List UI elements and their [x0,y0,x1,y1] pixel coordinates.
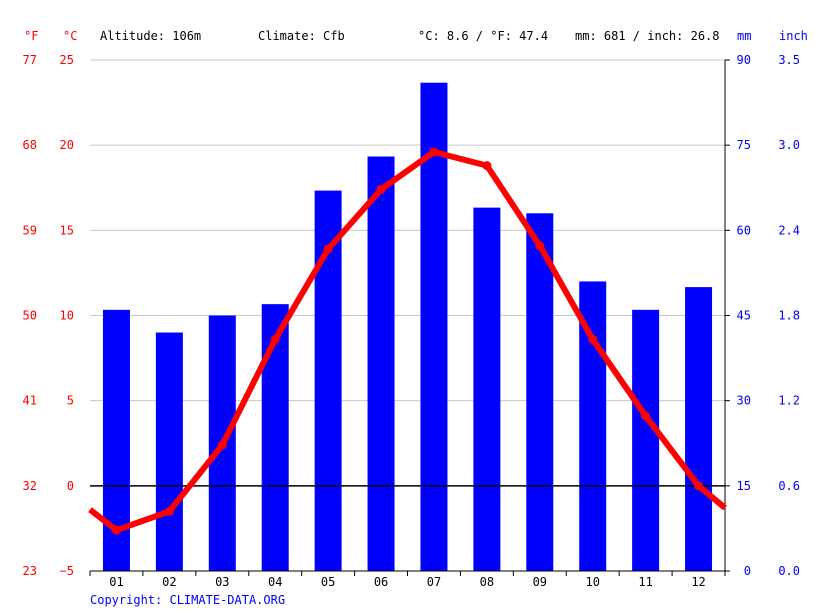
fahrenheit-tick: 50 [23,309,37,323]
mm-tick: 15 [737,479,751,493]
climate-label: Climate: Cfb [258,29,345,43]
precipitation-bar-06 [367,156,395,571]
y-axis-ticks: 77 25 90 3.5 68 20 75 3.0 59 15 60 2.4 50 10 45 1.8 41 5 3… [23,53,800,578]
temperature-point-10 [588,334,598,344]
temperature-series [88,147,727,535]
month-label-11: 11 [638,575,652,589]
celsius-tick: 5 [67,394,74,408]
temperature-point-04 [270,334,280,344]
precipitation-bar-10 [579,281,607,571]
fahrenheit-unit-label: °F [24,29,38,43]
inch-tick: 3.0 [778,138,800,152]
mm-tick: 75 [737,138,751,152]
temperature-point-03 [217,440,227,450]
temperature-point-12 [694,481,704,491]
precipitation-bar-02 [155,332,183,571]
month-label-05: 05 [321,575,335,589]
celsius-tick: 20 [60,138,74,152]
precipitation-bar-04 [261,304,289,571]
mm-tick: 30 [737,394,751,408]
celsius-tick: 10 [60,309,74,323]
mm-unit-label: mm [737,29,751,43]
inch-tick: 1.2 [778,394,800,408]
inch-tick: 0.6 [778,479,800,493]
celsius-unit-label: °C [63,29,77,43]
mm-tick: 0 [744,564,751,578]
temperature-point-06 [376,184,386,194]
celsius-tick: 15 [60,223,74,237]
inch-tick: 3.5 [778,53,800,67]
mm-tick: 90 [737,53,751,67]
celsius-tick: −5 [60,564,74,578]
annual-precipitation-label: mm: 681 / inch: 26.8 [575,29,720,43]
month-label-08: 08 [480,575,494,589]
temperature-point-09 [535,241,545,251]
celsius-tick: 25 [60,53,74,67]
month-label-04: 04 [268,575,282,589]
month-label-01: 01 [109,575,123,589]
temperature-line [88,148,727,534]
fahrenheit-tick: 23 [23,564,37,578]
temperature-point-07 [429,147,439,157]
month-label-09: 09 [533,575,547,589]
month-label-07: 07 [427,575,441,589]
precipitation-bar-12 [685,287,713,571]
precipitation-bars [102,82,713,572]
inch-tick: 1.8 [778,309,800,323]
precipitation-bar-08 [473,207,501,571]
average-temperature-label: °C: 8.6 / °F: 47.4 [418,29,548,43]
fahrenheit-tick: 32 [23,479,37,493]
fahrenheit-tick: 77 [23,53,37,67]
month-label-06: 06 [374,575,388,589]
temperature-point-02 [164,506,174,516]
copyright-label: Copyright: CLIMATE-DATA.ORG [90,593,285,607]
precipitation-bar-07 [420,82,448,571]
celsius-tick: 0 [67,479,74,493]
mm-tick: 60 [737,223,751,237]
temperature-point-08 [482,161,492,171]
precipitation-bar-09 [526,213,554,572]
temperature-point-05 [323,244,333,254]
inch-unit-label: inch [779,29,808,43]
temperature-point-01 [111,525,121,535]
precipitation-bar-11 [632,309,660,571]
month-label-12: 12 [691,575,705,589]
inch-tick: 2.4 [778,223,800,237]
mm-tick: 45 [737,309,751,323]
fahrenheit-tick: 41 [23,394,37,408]
x-axis: 01 02 03 04 05 06 07 08 09 10 11 12 [89,570,726,589]
fahrenheit-tick: 68 [23,138,37,152]
temperature-point-11 [641,411,651,421]
fahrenheit-tick: 59 [23,223,37,237]
month-label-02: 02 [162,575,176,589]
month-label-03: 03 [215,575,229,589]
altitude-label: Altitude: 106m [100,29,201,43]
month-label-10: 10 [585,575,599,589]
inch-tick: 0.0 [778,564,800,578]
